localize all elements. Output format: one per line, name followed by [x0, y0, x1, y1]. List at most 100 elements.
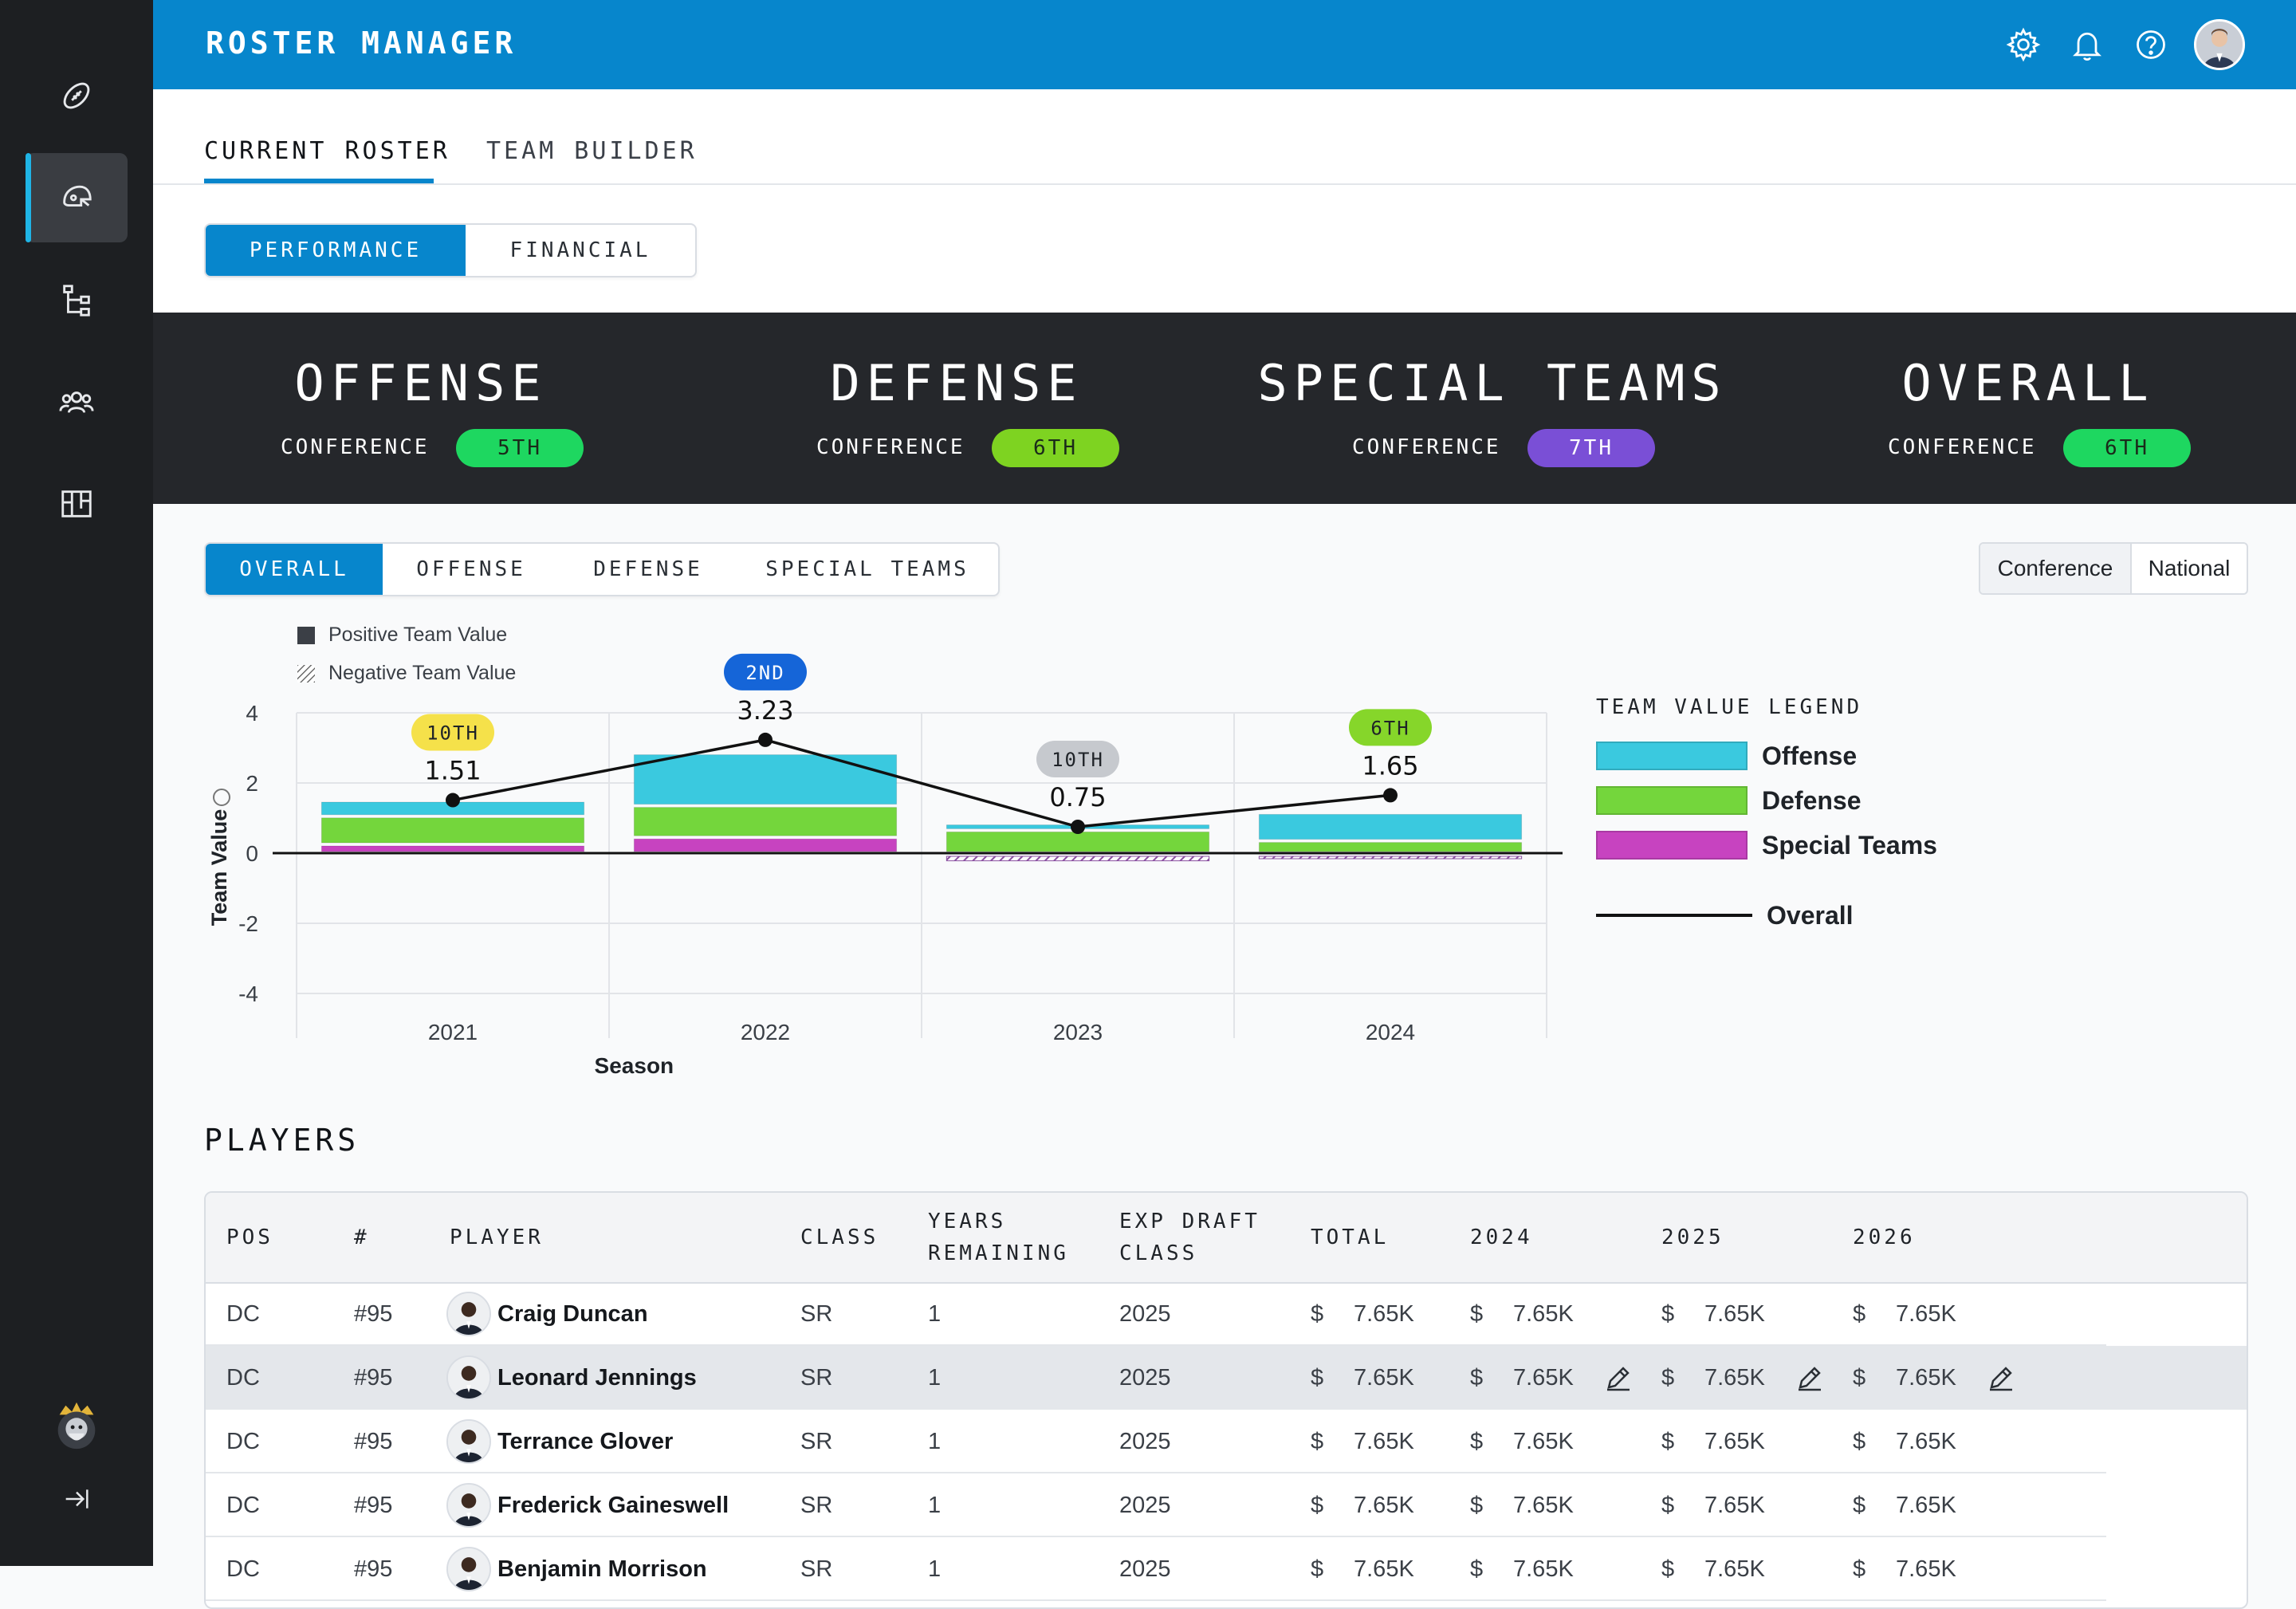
bar-special-teams: [320, 845, 585, 852]
helmet-icon: [63, 185, 92, 207]
exp-draft-class-cell: 2025: [1119, 1428, 1171, 1454]
player-name: Frederick Gaineswell: [497, 1492, 729, 1518]
rank-badge-label: 6TH: [1370, 717, 1409, 739]
help-icon: [2137, 30, 2165, 59]
rank-badge: 6TH: [992, 429, 1119, 467]
edit-icon[interactable]: [1602, 1362, 1634, 1394]
y2024-value: 7.65K: [1513, 1428, 1574, 1454]
rank-badge-label: 10TH: [1052, 749, 1104, 771]
bar-offense: [1258, 813, 1523, 840]
app-title: ROSTER MANAGER: [206, 26, 517, 61]
y-axis-label: Team Value: [207, 809, 231, 926]
info-icon: [213, 789, 230, 806]
legend-label: Offense: [1762, 741, 1858, 770]
exp-draft-class-cell: 2025: [1119, 1556, 1171, 1582]
currency-symbol: $: [1311, 1300, 1324, 1327]
view-toggle-area: PERFORMANCE FINANCIAL: [153, 185, 2296, 313]
legend-positive-swatch: [297, 627, 315, 644]
user-avatar-icon: [2196, 22, 2243, 68]
col-years-remaining[interactable]: YEARS REMAINING: [928, 1210, 1069, 1265]
table-row[interactable]: DC #95 Terrance Glover SR 1 2025 $7.65K $7.65K $…: [206, 1410, 2247, 1473]
table-row[interactable]: DC #95 Leonard Jennings SR 1 2025 $7.65K $7.65K…: [206, 1346, 2247, 1410]
collapse-sidebar-icon: [65, 1489, 88, 1509]
overall-value-label: 1.65: [1362, 750, 1418, 781]
edit-icon[interactable]: [1794, 1362, 1826, 1394]
col-number[interactable]: #: [354, 1225, 370, 1249]
currency-symbol: $: [1853, 1428, 1866, 1454]
col-total[interactable]: TOTAL: [1311, 1225, 1390, 1249]
chart-tab-special-teams[interactable]: SPECIAL TEAMS: [765, 557, 969, 581]
notifications-button[interactable]: [2066, 24, 2108, 65]
class-cell: SR: [800, 1428, 833, 1454]
main-tabs: CURRENT ROSTER TEAM BUILDER: [153, 89, 2296, 185]
scope-toggle: Conference National: [1979, 542, 2248, 595]
col-class[interactable]: CLASS: [800, 1225, 879, 1249]
col-2024[interactable]: 2024: [1470, 1225, 1533, 1249]
overall-point: [446, 793, 460, 808]
team-logo[interactable]: [48, 1397, 105, 1454]
player-name: Benjamin Morrison: [497, 1556, 707, 1582]
rank-badge: 6TH: [2063, 429, 2191, 467]
years-remaining-cell: 1: [928, 1364, 942, 1391]
table-row[interactable]: DC #95 Benjamin Morrison SR 1 2025 $7.65K $7.65…: [206, 1537, 2247, 1601]
rank-offense: OFFENSE CONFERENCE 5TH: [153, 313, 689, 504]
help-button[interactable]: [2130, 24, 2172, 65]
sidebar-item-board[interactable]: [26, 459, 128, 549]
currency-symbol: $: [1661, 1364, 1675, 1391]
table-header: POS # PLAYER CLASS YEARS REMAINING EXP D…: [206, 1193, 2247, 1284]
y-tick-label: -4: [238, 982, 258, 1006]
conference-toggle[interactable]: Conference: [1980, 544, 2132, 593]
y2026-value: 7.65K: [1896, 1300, 1956, 1327]
chart-tab-offense[interactable]: OFFENSE: [416, 557, 526, 581]
x-axis-label: Season: [595, 1053, 674, 1078]
x-tick-label: 2021: [428, 1020, 478, 1044]
legend-label: Special Teams: [1762, 830, 1937, 860]
user-avatar[interactable]: [2194, 19, 2245, 70]
y2025-value: 7.65K: [1704, 1428, 1765, 1454]
team-icon: [59, 391, 94, 413]
currency-symbol: $: [1311, 1556, 1324, 1582]
bar-defense: [320, 817, 585, 844]
legend-item-overall: Overall: [1596, 899, 1854, 931]
edit-icon[interactable]: [1985, 1362, 2017, 1394]
y2024-value: 7.65K: [1513, 1364, 1574, 1391]
pos-cell: DC: [226, 1300, 260, 1327]
y-tick-label: 4: [246, 701, 258, 726]
col-player[interactable]: PLAYER: [450, 1225, 544, 1249]
col-exp-draft-class[interactable]: EXP DRAFT CLASS: [1119, 1210, 1260, 1265]
table-row[interactable]: DC #95 Frederick Gaineswell SR 1 2025 $7.65K $7…: [206, 1473, 2247, 1537]
currency-symbol: $: [1470, 1492, 1484, 1518]
y2026-value: 7.65K: [1896, 1428, 1956, 1454]
tab-team-builder[interactable]: TEAM BUILDER: [486, 137, 698, 165]
sidebar: [0, 0, 153, 1566]
legend-swatch: [1596, 786, 1748, 815]
col-pos[interactable]: POS: [226, 1225, 273, 1249]
table-row[interactable]: DC #95 Craig Duncan SR 1 2025 $7.65K $7.65K $7.6…: [206, 1282, 2247, 1346]
bar-defense: [946, 831, 1210, 852]
chart-tab-defense[interactable]: DEFENSE: [593, 557, 703, 581]
pos-cell: DC: [226, 1428, 260, 1454]
national-toggle[interactable]: National: [2148, 556, 2231, 580]
board-icon: [61, 490, 92, 517]
player-name: Leonard Jennings: [497, 1364, 697, 1391]
legend-negative-label: Negative Team Value: [328, 662, 516, 684]
chart-tab-overall[interactable]: OVERALL: [206, 544, 383, 595]
tab-current-roster[interactable]: CURRENT ROSTER: [204, 137, 450, 165]
overall-line: [452, 738, 1391, 828]
settings-button[interactable]: [2003, 24, 2044, 65]
overall-value-label: 1.51: [424, 756, 481, 786]
team-value-chart: Positive Team Value Negative Team Value 4 2…: [207, 624, 1563, 1078]
player-name: Craig Duncan: [497, 1300, 648, 1327]
col-2025[interactable]: 2025: [1661, 1225, 1724, 1249]
financial-toggle[interactable]: FINANCIAL: [509, 238, 651, 262]
overall-point: [1071, 820, 1085, 834]
class-cell: SR: [800, 1300, 833, 1327]
row-divider: [206, 1536, 2106, 1537]
performance-toggle[interactable]: PERFORMANCE: [206, 225, 466, 276]
sidebar-item-football[interactable]: [26, 51, 128, 140]
sidebar-item-roster[interactable]: [26, 153, 128, 242]
sidebar-item-team[interactable]: [26, 357, 128, 447]
collapse-sidebar-button[interactable]: [48, 1470, 105, 1528]
col-2026[interactable]: 2026: [1853, 1225, 1916, 1249]
sidebar-item-depth-chart[interactable]: [26, 255, 128, 344]
